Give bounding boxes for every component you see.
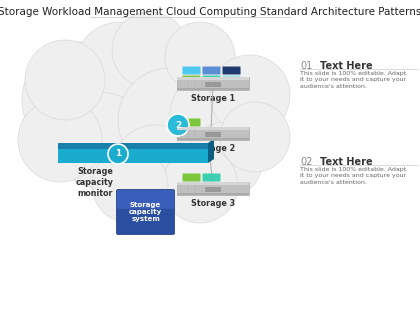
Text: 1: 1 [115, 150, 121, 158]
Circle shape [118, 68, 222, 172]
FancyBboxPatch shape [177, 127, 249, 140]
FancyBboxPatch shape [58, 149, 208, 163]
Circle shape [22, 42, 138, 158]
FancyBboxPatch shape [183, 118, 200, 127]
Text: Storage
capacity
system: Storage capacity system [129, 202, 162, 222]
FancyBboxPatch shape [223, 76, 241, 83]
Circle shape [187, 122, 263, 198]
FancyBboxPatch shape [183, 174, 200, 181]
Text: Storage 2: Storage 2 [191, 144, 235, 153]
Circle shape [170, 70, 260, 160]
Circle shape [210, 55, 290, 135]
Circle shape [167, 114, 189, 136]
FancyBboxPatch shape [177, 182, 249, 195]
FancyBboxPatch shape [183, 76, 200, 83]
FancyBboxPatch shape [183, 66, 200, 75]
FancyBboxPatch shape [116, 190, 174, 234]
FancyBboxPatch shape [177, 77, 249, 90]
Text: 01: 01 [300, 61, 312, 71]
FancyBboxPatch shape [202, 174, 220, 181]
Bar [177, 88, 249, 90]
FancyBboxPatch shape [202, 76, 220, 83]
FancyBboxPatch shape [223, 66, 241, 75]
FancyBboxPatch shape [202, 66, 220, 75]
Circle shape [18, 98, 102, 182]
Circle shape [25, 40, 105, 120]
Circle shape [108, 144, 128, 164]
Text: Text Here: Text Here [320, 157, 373, 167]
Text: 02: 02 [300, 157, 312, 167]
Bar [177, 138, 249, 140]
Polygon shape [208, 139, 214, 163]
Bar [205, 132, 221, 137]
Bar [177, 193, 249, 195]
Text: Storage 1: Storage 1 [191, 94, 235, 103]
Bar [177, 127, 249, 130]
FancyBboxPatch shape [117, 190, 174, 209]
Circle shape [52, 92, 148, 188]
Text: This slide is 100% editable. Adapt
it to your needs and capture your
audience's : This slide is 100% editable. Adapt it to… [300, 167, 406, 185]
Circle shape [113, 125, 197, 209]
Text: Storage Workload Management Cloud Computing Standard Architecture Patterns: Storage Workload Management Cloud Comput… [0, 7, 420, 17]
Circle shape [162, 147, 238, 223]
Text: 2: 2 [175, 121, 181, 129]
Circle shape [92, 147, 168, 223]
Circle shape [165, 22, 235, 92]
Text: Storage
capacity
monitor: Storage capacity monitor [76, 167, 114, 198]
Circle shape [75, 22, 165, 112]
Text: Storage 3: Storage 3 [191, 199, 235, 208]
Bar [205, 187, 221, 192]
Text: Text Here: Text Here [320, 61, 373, 71]
Polygon shape [58, 143, 208, 149]
Bar [177, 77, 249, 80]
Bar [205, 82, 221, 87]
Bar [177, 182, 249, 185]
Circle shape [112, 12, 188, 88]
Text: This slide is 100% editable. Adapt
it to your needs and capture your
audience's : This slide is 100% editable. Adapt it to… [300, 71, 406, 89]
Circle shape [220, 102, 290, 172]
